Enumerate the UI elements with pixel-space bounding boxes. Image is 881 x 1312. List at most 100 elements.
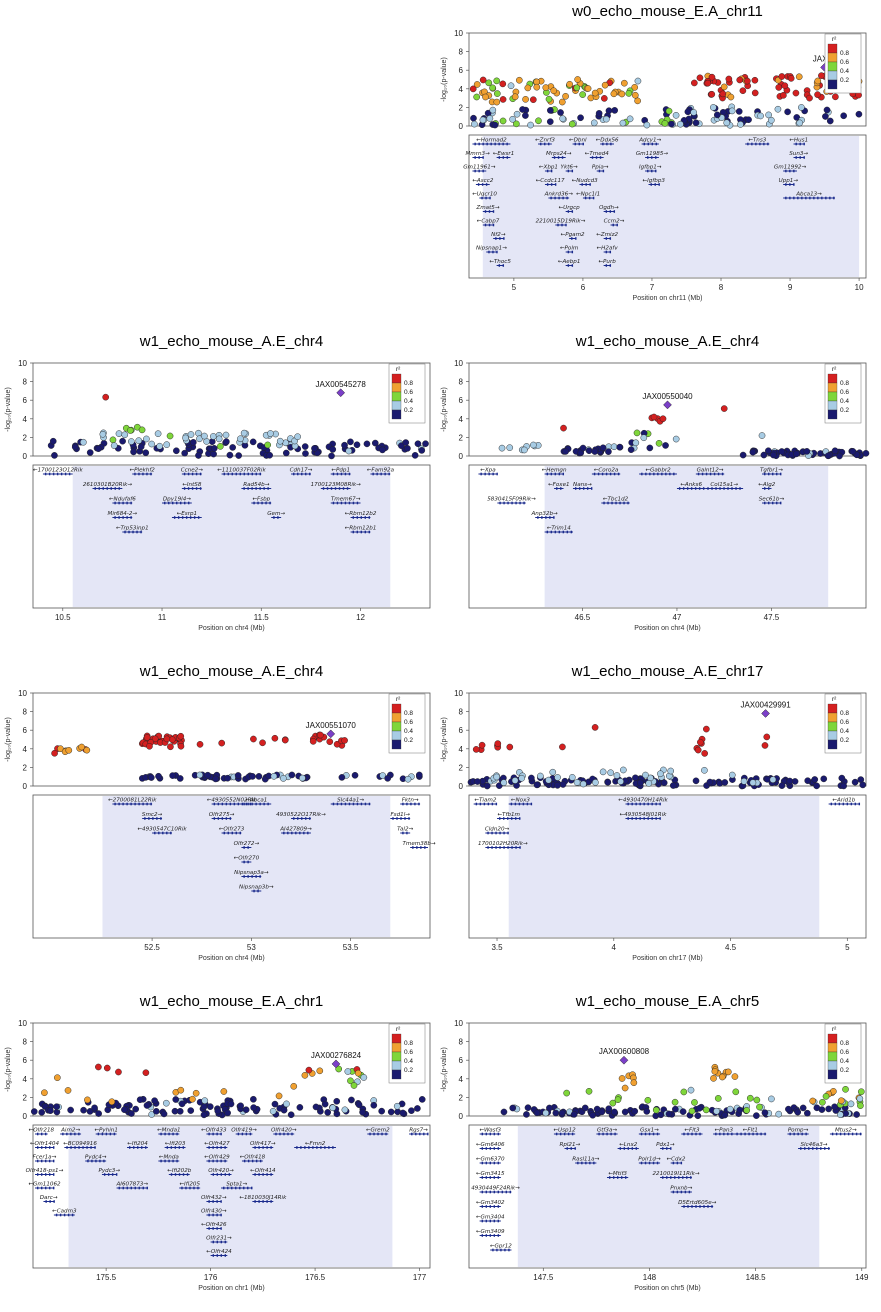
gene-exon: [497, 1176, 500, 1179]
gene-exon: [599, 156, 602, 159]
gene-label: ←Alg2: [758, 482, 776, 488]
snp-point: [493, 773, 500, 781]
gene-exon: [249, 1132, 252, 1136]
snp-point: [267, 430, 274, 437]
ld-legend-tick: 0.8: [840, 710, 849, 717]
snp-point: [511, 777, 519, 784]
ld-legend-swatch: [827, 382, 838, 393]
gene-exon: [651, 802, 653, 806]
gene-exon: [485, 1176, 488, 1179]
x-axis-label: Position on chr5 (Mb): [634, 1285, 701, 1292]
gene-label: Spta1→: [226, 1182, 247, 1188]
snp-point: [655, 439, 663, 447]
gene-exon: [162, 831, 164, 835]
gene-exon: [420, 846, 422, 849]
gene-exon: [690, 1176, 692, 1179]
snp-point: [305, 1066, 313, 1074]
snp-point: [720, 83, 728, 91]
snp-point: [643, 1108, 651, 1115]
gene-exon: [495, 831, 497, 835]
gene-exon: [193, 1186, 195, 1190]
gene-exon: [609, 264, 612, 267]
gene-exon: [499, 817, 501, 820]
gene-label: Rad54b→: [243, 482, 270, 488]
snp-point: [851, 778, 859, 786]
ld-legend-tick: 0.8: [404, 1040, 413, 1047]
snp-point: [160, 1110, 168, 1118]
gene-exon: [843, 1132, 846, 1136]
gene-exon: [67, 1213, 70, 1217]
gene-exon: [493, 1205, 496, 1208]
snp-point: [414, 440, 422, 448]
gene-exon: [243, 472, 245, 476]
gene-exon: [613, 472, 616, 476]
snp-point: [471, 120, 478, 128]
gene-exon: [680, 1190, 683, 1194]
snp-point: [749, 779, 757, 786]
chart-svg: w1_echo_mouse_A.E_chr40246810-log₁₀(p-va…: [5, 333, 431, 632]
y-tick-label: 8: [23, 378, 28, 387]
gene-label: Upp1→: [779, 178, 799, 184]
gene-exon: [49, 1159, 51, 1163]
gene-exon: [224, 1159, 226, 1163]
snp-point: [177, 732, 185, 740]
gene-exon: [571, 169, 574, 173]
gene-label: Pnxnb→: [670, 1186, 692, 1192]
snp-point: [237, 435, 244, 443]
snp-point: [240, 429, 248, 437]
gene-label: Mrps24→: [546, 151, 572, 157]
gene-exon: [189, 516, 192, 519]
x-tick-label: 149: [855, 1273, 869, 1282]
lead-snp-label: JAX00545278: [316, 380, 367, 389]
snp-point: [530, 441, 537, 449]
gene-exon: [816, 1147, 818, 1150]
ld-legend-swatch: [827, 1042, 838, 1053]
gene-exon: [627, 817, 629, 820]
gene-label: 2610301B20Rik→: [83, 482, 133, 488]
snp-point: [192, 1089, 200, 1097]
gene-exon: [727, 487, 729, 490]
gene-exon: [49, 1173, 51, 1176]
gene-exon: [45, 1132, 47, 1136]
gene-exon: [571, 1132, 574, 1136]
gene-label: Tmem38b→: [403, 841, 436, 847]
snp-point: [818, 72, 825, 79]
gene-label: ←Coro2a: [594, 468, 619, 474]
snp-point: [187, 1107, 195, 1114]
gene-exon: [511, 817, 513, 820]
snp-point: [605, 448, 612, 455]
gene-exon: [170, 831, 172, 835]
snp-point: [609, 1099, 617, 1107]
gene-exon: [585, 1161, 587, 1165]
gene-exon: [657, 472, 659, 476]
gene-exon: [606, 142, 608, 146]
ld-legend-title: r²: [832, 36, 837, 43]
gene-exon: [585, 183, 587, 186]
gene-label: ←Purb: [598, 259, 616, 265]
ld-legend-tick: 0.6: [840, 389, 849, 396]
gene-label: Olfr420→: [208, 1168, 234, 1174]
snp-point: [379, 446, 386, 454]
gene-exon: [838, 802, 841, 806]
gene-exon: [674, 1176, 676, 1179]
gene-exon: [494, 142, 496, 146]
gene-label: Nipsnap3b→: [239, 885, 274, 891]
gene-label: ←Gpr12: [490, 1244, 512, 1250]
gene-label: Nf2→: [491, 232, 506, 238]
snp-point: [855, 110, 863, 118]
y-tick-label: 6: [23, 1056, 28, 1065]
plot-frame: [468, 692, 867, 787]
snp-point: [250, 1104, 257, 1111]
gene-label: Olfr419→: [231, 1128, 257, 1134]
gene-exon: [423, 1132, 425, 1136]
y-tick-label: 10: [454, 1019, 463, 1028]
gene-exon: [212, 1240, 215, 1244]
snp-point: [631, 1107, 639, 1115]
snp-point: [524, 1104, 532, 1111]
gene-exon: [592, 196, 595, 200]
gene-label: ←Zmiz2: [596, 232, 618, 238]
gene-exon: [493, 1176, 496, 1179]
gene-label: ←Pgam2: [561, 232, 585, 238]
gene-exon: [498, 156, 501, 159]
gene-exon: [170, 1173, 173, 1176]
